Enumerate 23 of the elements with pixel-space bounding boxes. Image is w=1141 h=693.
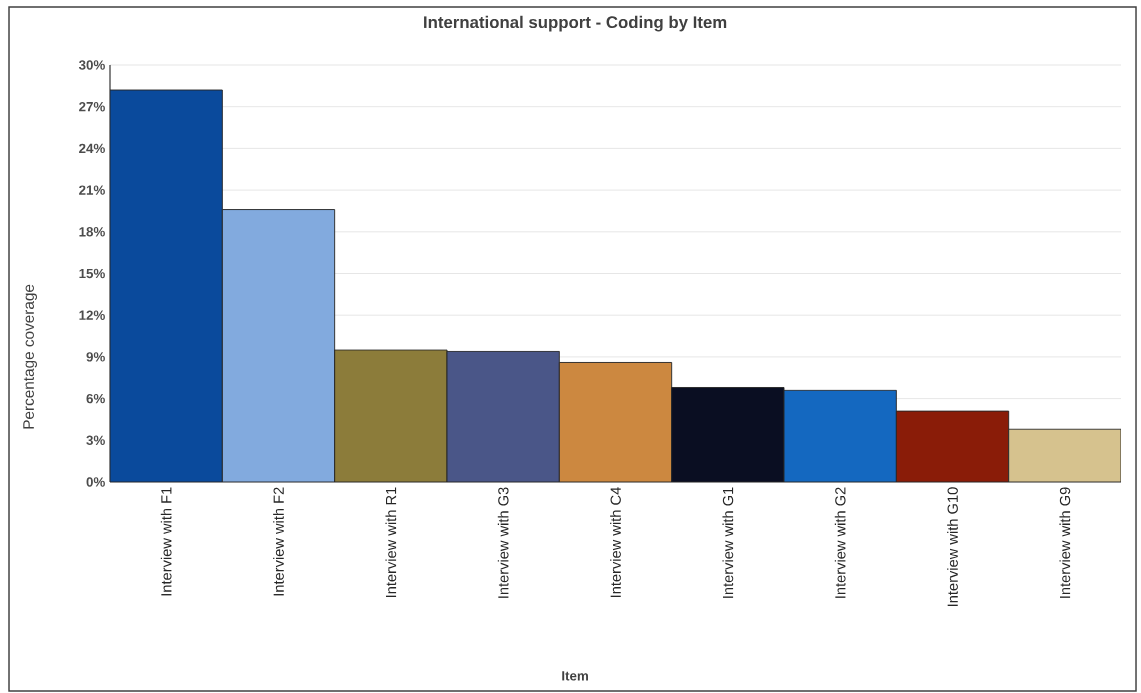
y-tick-label: 24%: [79, 143, 105, 154]
x-tick-label: Interview with C4: [610, 487, 621, 598]
x-tick-label: Interview with F2: [273, 487, 284, 596]
y-tick-label: 15%: [79, 268, 105, 279]
x-tick-label: Interview with G2: [834, 487, 846, 598]
y-tick-label: 21%: [79, 185, 105, 195]
x-tick-label: Interview with G1: [722, 487, 734, 598]
y-tick-label: 27%: [79, 102, 105, 112]
y-tick-label: 30%: [78, 60, 105, 70]
y-axis-title: Percentage coverage: [23, 284, 37, 429]
y-tick-label: 12%: [79, 310, 105, 320]
x-tick-label: Interview with G10: [947, 487, 958, 606]
y-tick-label: 6%: [86, 393, 105, 404]
x-tick-label: Interview with G3: [497, 487, 509, 598]
y-tick-label: 9%: [86, 352, 105, 362]
chart-title: International support - Coding by Item: [424, 15, 727, 32]
x-tick-label: Interview with R1: [385, 487, 397, 598]
y-tick-label: 18%: [79, 227, 105, 237]
y-tick-label: 3%: [86, 435, 105, 446]
y-tick-label: 0%: [86, 477, 105, 487]
x-tick-label: Interview with G9: [1059, 487, 1071, 598]
x-tick-label: Interview with F1: [160, 487, 172, 596]
x-axis-title: Item: [562, 671, 588, 681]
